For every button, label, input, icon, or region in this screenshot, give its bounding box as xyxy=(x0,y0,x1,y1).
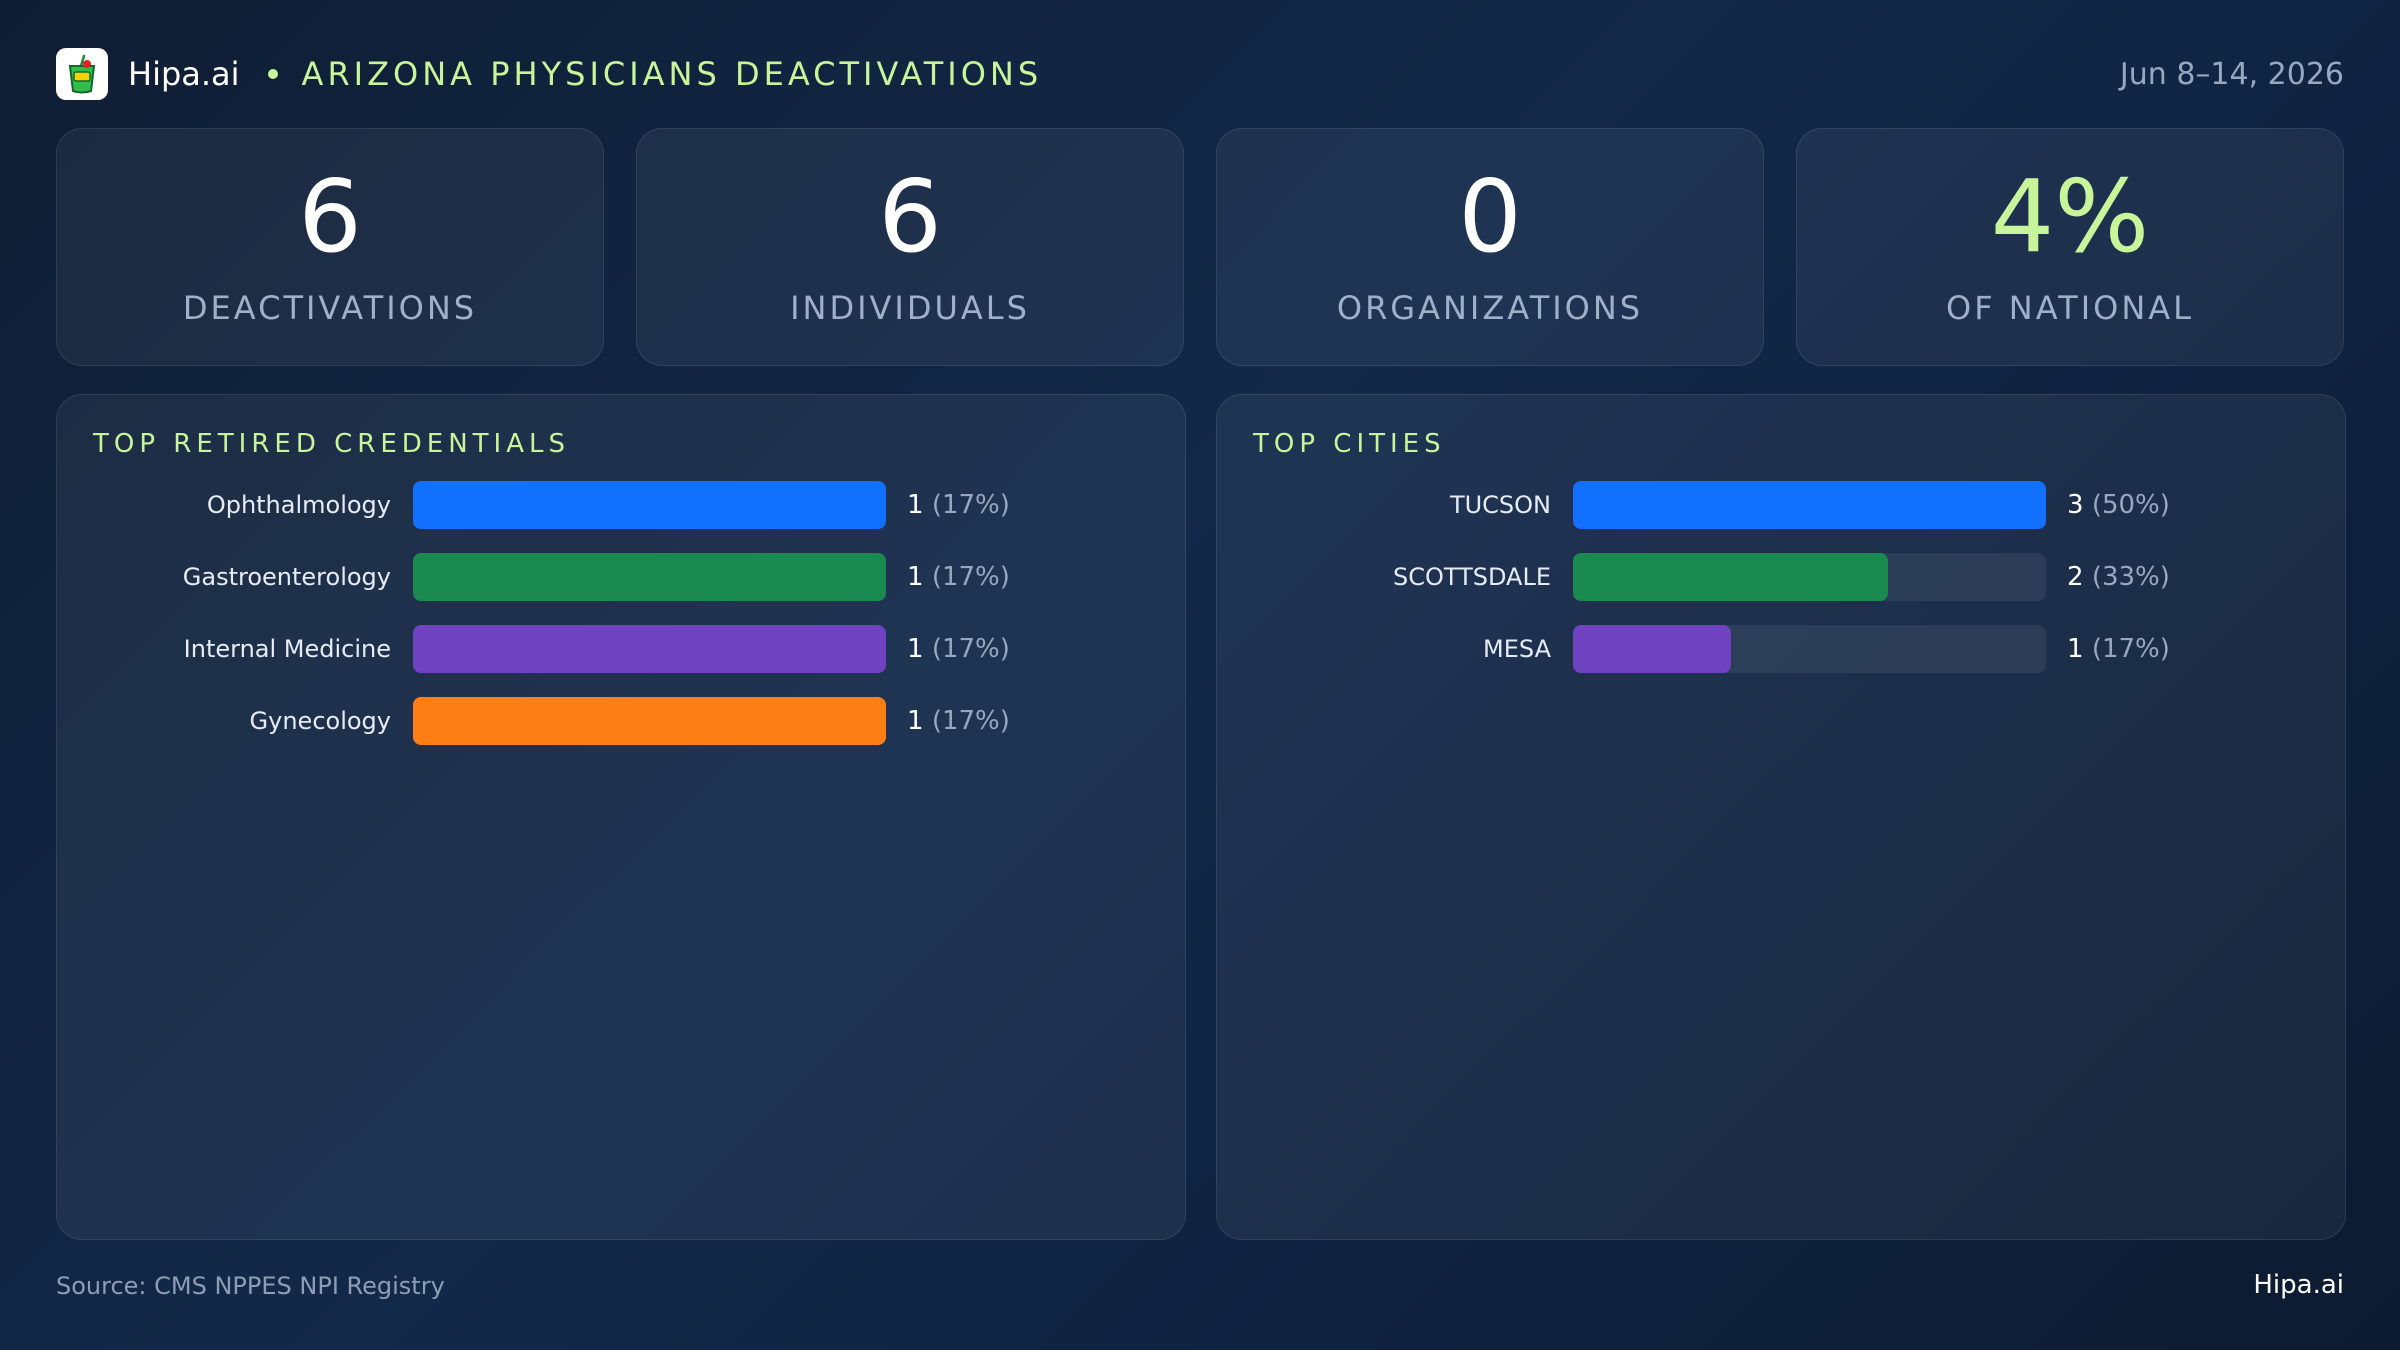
footer-brand: Hipa.ai xyxy=(2253,1270,2344,1300)
bar-track xyxy=(1573,625,2046,673)
bar xyxy=(413,481,886,529)
bar-row: Ophthalmology 1 (17%) xyxy=(57,481,1185,529)
bar-track xyxy=(413,553,886,601)
stats-row: 6 DEACTIVATIONS 6 INDIVIDUALS 0 ORGANIZA… xyxy=(56,128,2344,366)
bar-percent: (33%) xyxy=(2091,562,2170,592)
bar-row: Internal Medicine 1 (17%) xyxy=(57,625,1185,673)
stat-label: INDIVIDUALS xyxy=(790,289,1030,327)
bar-value-label: 1 (17%) xyxy=(2067,625,2170,673)
stat-value: 6 xyxy=(298,158,362,275)
bar-value-label: 3 (50%) xyxy=(2067,481,2170,529)
header: Hipa.ai ARIZONA PHYSICIANS DEACTIVATIONS… xyxy=(56,48,2344,100)
panel-title: TOP CITIES xyxy=(1253,429,1446,459)
bar-track xyxy=(413,625,886,673)
bar xyxy=(413,697,886,745)
stat-value: 6 xyxy=(878,158,942,275)
logo xyxy=(56,48,108,100)
date-range: Jun 8–14, 2026 xyxy=(2119,56,2344,92)
stat-label: ORGANIZATIONS xyxy=(1336,289,1644,327)
stat-label: OF NATIONAL xyxy=(1946,289,2194,327)
bar-row: Gynecology 1 (17%) xyxy=(57,697,1185,745)
credentials-panel: TOP RETIRED CREDENTIALS Ophthalmology 1 (… xyxy=(56,394,1186,1240)
bar-row: TUCSON 3 (50%) xyxy=(1217,481,2345,529)
bar-value: 1 xyxy=(907,634,924,664)
stat-value: 4% xyxy=(1990,158,2150,275)
cities-panel: TOP CITIES TUCSON 3 (50%) SCOTTSDALE 2 (33%… xyxy=(1216,394,2346,1240)
brand-name: Hipa.ai xyxy=(128,55,240,93)
bar-track xyxy=(413,481,886,529)
bar-label: SCOTTSDALE xyxy=(1392,563,1551,591)
bar xyxy=(413,625,886,673)
bar-value-label: 1 (17%) xyxy=(907,553,1010,601)
bar-track xyxy=(1573,481,2046,529)
bar-value: 1 xyxy=(907,706,924,736)
bar-value-label: 2 (33%) xyxy=(2067,553,2170,601)
bar-value: 3 xyxy=(2067,490,2084,520)
bar-value: 1 xyxy=(2067,634,2084,664)
bar-value: 2 xyxy=(2067,562,2084,592)
bar-value: 1 xyxy=(907,490,924,520)
bar-percent: (50%) xyxy=(2091,490,2170,520)
bar-label: MESA xyxy=(1483,635,1551,663)
bar-percent: (17%) xyxy=(931,490,1010,520)
bar-percent: (17%) xyxy=(931,562,1010,592)
bar xyxy=(1573,553,1889,601)
bar-value-label: 1 (17%) xyxy=(907,625,1010,673)
stat-card-national-share: 4% OF NATIONAL xyxy=(1796,128,2344,366)
stat-card-individuals: 6 INDIVIDUALS xyxy=(636,128,1184,366)
stat-card-deactivations: 6 DEACTIVATIONS xyxy=(56,128,604,366)
stat-label: DEACTIVATIONS xyxy=(182,289,478,327)
bar-percent: (17%) xyxy=(2091,634,2170,664)
bar xyxy=(1573,481,2046,529)
bar-value-label: 1 (17%) xyxy=(907,481,1010,529)
bar-label: Internal Medicine xyxy=(183,635,391,663)
bar-track xyxy=(413,697,886,745)
stat-card-organizations: 0 ORGANIZATIONS xyxy=(1216,128,1764,366)
bar-percent: (17%) xyxy=(931,706,1010,736)
stat-value: 0 xyxy=(1458,158,1522,275)
bar xyxy=(1573,625,1731,673)
cup-drink-icon xyxy=(68,54,96,94)
source-note: Source: CMS NPPES NPI Registry xyxy=(56,1272,445,1300)
panel-title: TOP RETIRED CREDENTIALS xyxy=(93,429,570,459)
bar-track xyxy=(1573,553,2046,601)
bar-label: Gastroenterology xyxy=(182,563,391,591)
bar-percent: (17%) xyxy=(931,634,1010,664)
separator-dot xyxy=(267,69,278,79)
bar-label: Ophthalmology xyxy=(206,491,391,519)
bar-value-label: 1 (17%) xyxy=(907,697,1010,745)
bar-row: Gastroenterology 1 (17%) xyxy=(57,553,1185,601)
bar-label: Gynecology xyxy=(249,707,391,735)
bar-row: SCOTTSDALE 2 (33%) xyxy=(1217,553,2345,601)
bar-value: 1 xyxy=(907,562,924,592)
page-title: ARIZONA PHYSICIANS DEACTIVATIONS xyxy=(301,55,1043,93)
bar-row: MESA 1 (17%) xyxy=(1217,625,2345,673)
bar-label: TUCSON xyxy=(1449,491,1551,519)
bar xyxy=(413,553,886,601)
